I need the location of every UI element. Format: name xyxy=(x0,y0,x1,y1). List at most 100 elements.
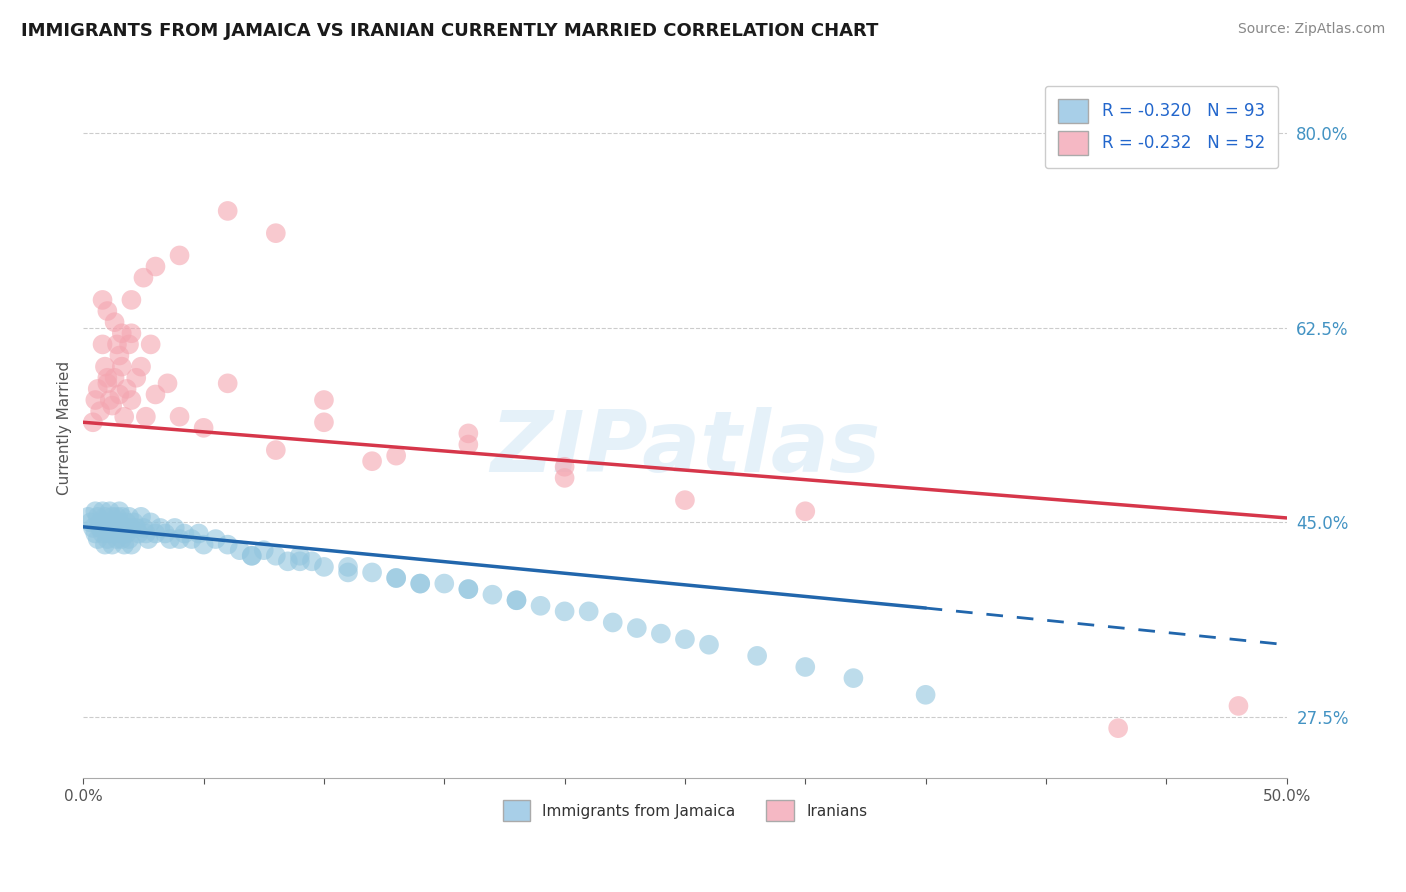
Point xyxy=(111,326,134,341)
Point xyxy=(103,371,125,385)
Point xyxy=(505,593,527,607)
Point xyxy=(673,632,696,647)
Point xyxy=(96,516,118,530)
Point xyxy=(108,387,131,401)
Point xyxy=(554,471,576,485)
Point xyxy=(301,554,323,568)
Point xyxy=(361,454,384,468)
Point xyxy=(91,526,114,541)
Point xyxy=(112,409,135,424)
Point xyxy=(94,509,117,524)
Point xyxy=(135,409,157,424)
Point xyxy=(98,504,121,518)
Point xyxy=(118,509,141,524)
Point xyxy=(136,532,159,546)
Point xyxy=(457,582,479,596)
Point xyxy=(129,359,152,374)
Point xyxy=(554,604,576,618)
Point xyxy=(122,516,145,530)
Point xyxy=(108,516,131,530)
Text: Source: ZipAtlas.com: Source: ZipAtlas.com xyxy=(1237,22,1385,37)
Point xyxy=(457,437,479,451)
Point xyxy=(650,626,672,640)
Point xyxy=(578,604,600,618)
Point xyxy=(128,526,150,541)
Point xyxy=(105,532,128,546)
Point xyxy=(120,538,142,552)
Point xyxy=(457,426,479,441)
Point xyxy=(602,615,624,630)
Point xyxy=(96,304,118,318)
Point xyxy=(626,621,648,635)
Point xyxy=(217,376,239,391)
Point xyxy=(91,504,114,518)
Point xyxy=(115,526,138,541)
Point xyxy=(120,293,142,307)
Point xyxy=(82,415,104,429)
Point xyxy=(120,521,142,535)
Point xyxy=(115,382,138,396)
Point xyxy=(264,549,287,563)
Point xyxy=(120,326,142,341)
Point xyxy=(914,688,936,702)
Point xyxy=(385,571,408,585)
Point xyxy=(79,516,101,530)
Point xyxy=(89,404,111,418)
Point xyxy=(240,549,263,563)
Point xyxy=(108,504,131,518)
Point xyxy=(120,392,142,407)
Point xyxy=(111,509,134,524)
Point xyxy=(180,532,202,546)
Point xyxy=(385,449,408,463)
Point xyxy=(169,409,191,424)
Point xyxy=(98,526,121,541)
Point xyxy=(277,554,299,568)
Point xyxy=(101,521,124,535)
Point xyxy=(1107,721,1129,735)
Point xyxy=(111,359,134,374)
Point xyxy=(84,392,107,407)
Point xyxy=(111,532,134,546)
Point xyxy=(118,337,141,351)
Point xyxy=(105,509,128,524)
Point xyxy=(87,509,110,524)
Point xyxy=(96,371,118,385)
Point xyxy=(98,392,121,407)
Point xyxy=(173,526,195,541)
Point xyxy=(103,526,125,541)
Point xyxy=(169,248,191,262)
Point xyxy=(118,532,141,546)
Point xyxy=(145,526,167,541)
Text: ZIPatlas: ZIPatlas xyxy=(489,408,880,491)
Point xyxy=(94,538,117,552)
Point xyxy=(288,554,311,568)
Point xyxy=(204,532,226,546)
Point xyxy=(409,576,432,591)
Point xyxy=(149,521,172,535)
Point xyxy=(554,459,576,474)
Legend: Immigrants from Jamaica, Iranians: Immigrants from Jamaica, Iranians xyxy=(491,788,879,834)
Point xyxy=(288,549,311,563)
Point xyxy=(169,532,191,546)
Point xyxy=(125,371,148,385)
Point xyxy=(697,638,720,652)
Point xyxy=(101,509,124,524)
Point xyxy=(139,516,162,530)
Point xyxy=(91,293,114,307)
Point xyxy=(794,504,817,518)
Point xyxy=(312,560,335,574)
Point xyxy=(842,671,865,685)
Point xyxy=(673,493,696,508)
Point xyxy=(217,203,239,218)
Point xyxy=(87,532,110,546)
Point xyxy=(337,566,360,580)
Point xyxy=(91,337,114,351)
Point xyxy=(89,516,111,530)
Point xyxy=(385,571,408,585)
Point xyxy=(101,538,124,552)
Point xyxy=(132,521,155,535)
Point xyxy=(103,315,125,329)
Point xyxy=(82,521,104,535)
Point xyxy=(101,399,124,413)
Point xyxy=(84,504,107,518)
